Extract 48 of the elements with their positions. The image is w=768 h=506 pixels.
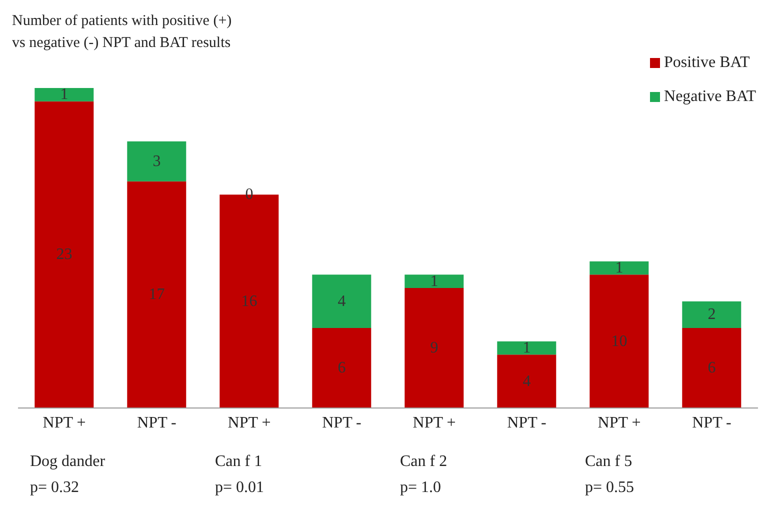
text: Dog dander — [30, 453, 106, 471]
x-tick-label: NPT - — [322, 414, 362, 432]
bar — [34, 101, 94, 408]
data-label: 6 — [338, 360, 346, 376]
bar — [682, 328, 742, 408]
legend-label: Negative BAT — [664, 87, 756, 107]
data-label: 6 — [708, 360, 716, 376]
data-label: 2 — [708, 306, 716, 324]
data-label: 9 — [430, 340, 438, 356]
x-tick-label: NPT + — [228, 414, 271, 432]
data-label: 17 — [148, 286, 165, 304]
x-tick-label: NPT + — [42, 414, 86, 432]
data-label: 1 — [615, 260, 624, 276]
data-label: 3 — [152, 152, 161, 170]
bar — [34, 88, 94, 102]
text: Can f 1 — [215, 453, 262, 471]
bar — [312, 328, 372, 408]
bar — [497, 341, 556, 355]
x-tick-label: NPT + — [598, 414, 641, 432]
data-label: 1 — [60, 86, 68, 104]
bar — [682, 301, 742, 328]
text: p= 0.01 — [215, 479, 264, 497]
data-label: 10 — [611, 332, 628, 350]
data-label: 1 — [430, 272, 438, 290]
text: Can f 2 — [400, 453, 448, 471]
text: Can f 5 — [585, 453, 632, 471]
bar — [404, 274, 464, 288]
bar — [590, 274, 649, 408]
text: p= 0.55 — [585, 479, 634, 497]
bar — [127, 141, 186, 182]
data-label: 23 — [56, 246, 72, 264]
chart-title: Number of patients with positive (+) vs negative (-) NPT and BAT results — [12, 12, 232, 53]
data-label: 4 — [338, 292, 346, 310]
bar — [404, 288, 464, 408]
text: p= 1.0 — [400, 479, 442, 497]
data-label: 1 — [522, 340, 531, 356]
x-tick-label: NPT - — [692, 414, 732, 432]
x-tick-label: NPT - — [137, 414, 176, 432]
bar — [312, 274, 372, 328]
bar — [497, 354, 556, 408]
bar — [127, 181, 186, 408]
text: p= 0.32 — [30, 479, 80, 497]
data-label: 4 — [522, 372, 531, 390]
data-label: 16 — [241, 292, 258, 310]
legend-label: Positive BAT — [664, 53, 750, 73]
bar — [590, 261, 649, 275]
x-tick-label: NPT - — [507, 414, 546, 432]
x-tick-label: NPT + — [412, 414, 456, 432]
